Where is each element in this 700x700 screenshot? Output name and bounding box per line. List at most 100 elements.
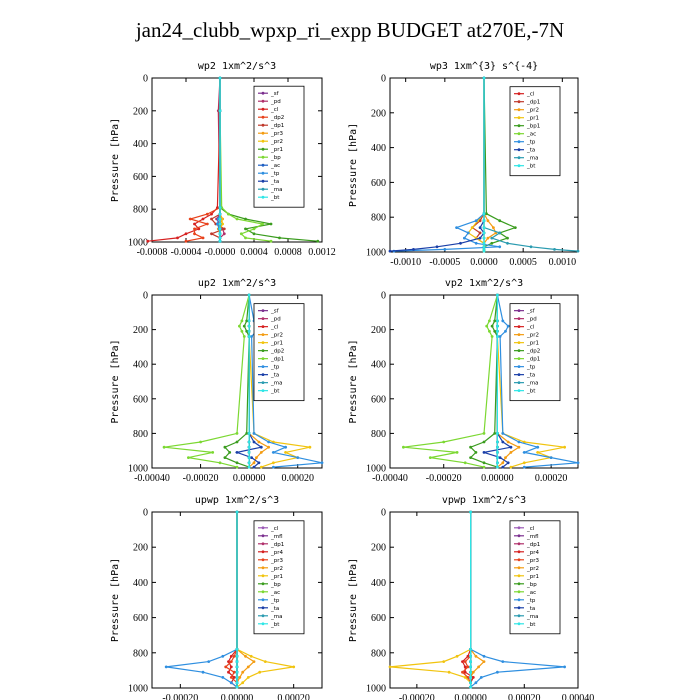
legend-entry: _pr1 [270, 341, 283, 347]
data-point [482, 432, 486, 435]
data-point [235, 685, 239, 689]
data-point [501, 465, 505, 469]
data-point [466, 665, 470, 669]
legend-marker [261, 542, 265, 546]
legend-entry: _pr1 [526, 574, 539, 580]
data-point [466, 654, 470, 658]
legend-entry: _dp2 [270, 349, 284, 355]
legend-marker [261, 574, 265, 578]
legend-marker [261, 526, 265, 530]
legend-entry: _tp [526, 365, 536, 371]
legend-entry: _bt [270, 195, 280, 201]
legend-marker [517, 381, 521, 385]
legend-marker [517, 558, 521, 562]
legend-marker [261, 195, 265, 199]
data-point [482, 212, 486, 216]
data-point [513, 226, 517, 230]
legend-entry: _ma [270, 187, 282, 193]
legend-entry: _dp2 [526, 349, 540, 355]
y-tick-label: 800 [371, 648, 386, 659]
legend-marker [261, 317, 265, 321]
legend-entry: _bp [526, 582, 537, 588]
legend-entry: _dp1 [270, 542, 284, 548]
legend-marker [517, 116, 521, 120]
y-axis-label: Pressure [hPa] [348, 339, 359, 423]
data-point [498, 245, 502, 249]
legend-entry: _tp [526, 140, 536, 146]
y-tick-label: 800 [133, 648, 148, 659]
legend-entry: _cl [270, 107, 279, 113]
data-point [263, 660, 267, 663]
data-point [506, 241, 509, 245]
legend-marker [261, 558, 265, 562]
data-point [218, 239, 222, 243]
data-point [218, 206, 222, 210]
data-point [466, 231, 470, 235]
x-tick-label: 0.00020 [535, 473, 568, 484]
data-point [482, 451, 486, 454]
data-point [496, 670, 499, 674]
data-point [471, 670, 475, 674]
legend-entry: _bp [270, 582, 281, 588]
legend-entry: _ma [526, 156, 538, 162]
y-tick-label: 1000 [128, 684, 148, 695]
data-point [267, 445, 270, 449]
data-point [504, 329, 507, 333]
legend-marker [517, 526, 521, 530]
data-point [549, 456, 553, 459]
legend: _cl _dp1 _pr2 _pr1 _bp1 _ac _tp _ta _ma _bt [509, 86, 561, 177]
data-point [455, 451, 459, 454]
y-tick-label: 0 [381, 74, 386, 85]
data-point [211, 451, 215, 454]
x-tick-label: -0.0010 [390, 257, 421, 268]
legend: _sf _pd _cl _dp2 _dp1 _pr3 _pr2 _pr1 _bp _ac _tp _t… [253, 85, 305, 208]
legend-entry: _pr3 [270, 131, 284, 137]
data-point [235, 681, 239, 685]
legend-marker [261, 381, 265, 385]
data-point [501, 660, 505, 663]
data-point [227, 670, 230, 674]
data-point [308, 445, 312, 449]
data-point [482, 660, 486, 663]
legend-marker [261, 99, 265, 103]
data-point [482, 226, 486, 230]
legend-entry: _cl [270, 325, 279, 331]
legend-marker [517, 92, 521, 96]
data-point [193, 232, 196, 236]
legend-marker [517, 100, 521, 104]
data-point [469, 456, 472, 459]
legend-marker [261, 115, 265, 119]
data-point [218, 461, 222, 465]
data-point [232, 654, 236, 658]
data-point [469, 660, 472, 663]
data-point [240, 319, 244, 323]
data-point [267, 440, 270, 444]
legend-entry: _bp [270, 155, 281, 161]
legend-marker [261, 590, 265, 594]
legend-entry: _bt [270, 622, 280, 628]
data-point [252, 232, 256, 236]
data-point [442, 440, 446, 444]
y-tick-label: 600 [133, 613, 148, 624]
data-point [241, 681, 245, 685]
y-tick-label: 600 [133, 394, 148, 405]
data-point [388, 249, 392, 253]
y-tick-label: 800 [133, 429, 148, 440]
legend-marker [517, 309, 521, 313]
y-axis-label: Pressure [hPa] [110, 339, 121, 423]
x-tick-label: 0.0005 [509, 257, 537, 268]
data-point [272, 461, 275, 465]
data-point [463, 665, 467, 669]
y-axis-label: Pressure [hPa] [348, 558, 359, 642]
legend: _sf _pd _cl _pr2 _pr1 _dp2 _dp1 _tp _ta _ma _bt [253, 303, 305, 402]
legend-entry: _pr2 [526, 108, 539, 114]
legend-marker [261, 333, 265, 337]
chart-panel-2: wp3 1xm^{3} s^{-4} Pressure [hPa] 0 200 400 6… [348, 61, 580, 268]
data-point [469, 654, 472, 658]
data-point [235, 217, 239, 221]
legend-entry: _bt [526, 389, 536, 395]
data-point [482, 465, 486, 469]
y-axis-label: Pressure [hPa] [110, 118, 121, 202]
y-tick-label: 400 [371, 143, 386, 154]
